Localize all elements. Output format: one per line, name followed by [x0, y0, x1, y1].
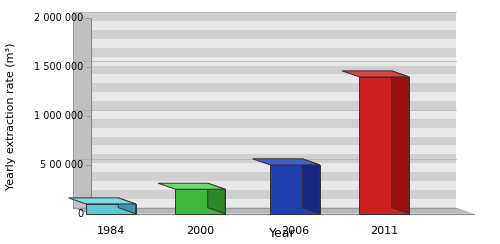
Polygon shape [360, 77, 409, 214]
Polygon shape [68, 198, 136, 204]
Polygon shape [176, 189, 225, 214]
Polygon shape [252, 159, 320, 165]
Polygon shape [74, 12, 456, 21]
Polygon shape [74, 74, 456, 83]
Polygon shape [302, 159, 320, 214]
Polygon shape [74, 83, 456, 92]
Polygon shape [74, 172, 456, 181]
Polygon shape [86, 204, 136, 214]
Text: 2011: 2011 [370, 226, 398, 236]
Polygon shape [74, 39, 456, 48]
Polygon shape [74, 21, 456, 30]
Polygon shape [74, 137, 456, 145]
Polygon shape [74, 145, 456, 154]
Polygon shape [74, 92, 456, 101]
Polygon shape [74, 57, 456, 66]
Polygon shape [74, 48, 456, 57]
Polygon shape [74, 101, 456, 110]
Polygon shape [74, 66, 456, 74]
Polygon shape [74, 163, 456, 172]
Polygon shape [74, 208, 474, 214]
Polygon shape [158, 183, 225, 189]
Text: Yearly extraction rate (m³): Yearly extraction rate (m³) [6, 42, 16, 190]
Polygon shape [74, 181, 456, 190]
Polygon shape [74, 128, 456, 137]
Text: 2 000 000: 2 000 000 [34, 13, 84, 23]
Polygon shape [74, 190, 456, 199]
Text: Year: Year [269, 227, 295, 240]
Text: 1984: 1984 [96, 226, 125, 236]
Polygon shape [74, 128, 456, 137]
Text: 2006: 2006 [280, 226, 309, 236]
Text: 1 500 000: 1 500 000 [34, 62, 84, 72]
Polygon shape [208, 183, 225, 214]
Polygon shape [270, 165, 320, 214]
Polygon shape [74, 145, 456, 154]
Text: 1 000 000: 1 000 000 [34, 111, 84, 121]
Polygon shape [74, 21, 456, 30]
Polygon shape [74, 74, 456, 83]
Polygon shape [74, 12, 91, 214]
Polygon shape [392, 71, 409, 214]
Polygon shape [118, 198, 136, 214]
Text: 2000: 2000 [186, 226, 214, 236]
Polygon shape [74, 119, 456, 128]
Text: 0: 0 [78, 209, 84, 219]
Polygon shape [74, 199, 456, 208]
Polygon shape [74, 110, 456, 119]
Polygon shape [74, 199, 456, 208]
Polygon shape [74, 92, 456, 101]
Polygon shape [74, 181, 456, 190]
Polygon shape [74, 57, 456, 66]
Polygon shape [74, 110, 456, 119]
Polygon shape [74, 39, 456, 48]
Polygon shape [74, 30, 456, 39]
Polygon shape [74, 12, 456, 208]
Text: 5 00 000: 5 00 000 [40, 160, 84, 170]
Polygon shape [74, 154, 456, 163]
Polygon shape [342, 71, 409, 77]
Polygon shape [74, 163, 456, 172]
